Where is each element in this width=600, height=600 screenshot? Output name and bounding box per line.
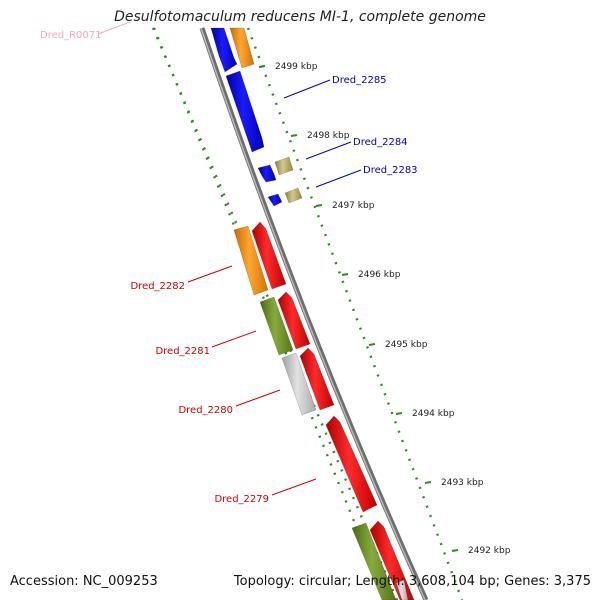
accession-text: Accession: NC_009253 <box>10 574 158 589</box>
gene-label-dred-2280[interactable]: Dred_2280 <box>178 405 233 416</box>
leader-line-dred-2279 <box>271 478 317 496</box>
gene-label-dred-2284[interactable]: Dred_2284 <box>353 137 408 148</box>
tick-label: 2492 kbp <box>468 546 511 556</box>
gene-arrow-dred-2284 <box>257 164 277 183</box>
leader-line-dred-2285 <box>283 79 331 99</box>
gene-arrow-dred-r0071-neighbor <box>210 27 238 73</box>
genome-summary-text: Topology: circular; Length: 3,608,104 bp… <box>233 574 591 589</box>
tick-label: 2497 kbp <box>332 201 375 211</box>
tick-label: 2494 kbp <box>412 409 455 419</box>
gene-label-dred-2279[interactable]: Dred_2279 <box>214 494 269 505</box>
tick-mark <box>258 65 266 68</box>
gene-label-dred-r0071[interactable]: Dred_R0071 <box>40 30 102 41</box>
gene-label-dred-2285[interactable]: Dred_2285 <box>332 75 387 86</box>
gene-arrow-orange-top <box>229 27 255 69</box>
map-title: Desulfotomaculum reducens MI-1, complete… <box>114 9 486 25</box>
gene-arrow-dred-2281 <box>259 296 294 356</box>
genome-backbone-highlight <box>200 27 426 600</box>
gene-arrow-dred-2283 <box>267 193 283 207</box>
outer-tick-ring <box>246 27 464 600</box>
gene-arrow-red-bottom <box>369 520 415 600</box>
tick-label: 2499 kbp <box>275 62 318 72</box>
genome-backbone <box>199 27 429 600</box>
tick-mark <box>451 549 459 552</box>
tick-mark <box>341 273 349 276</box>
tick-mark <box>395 412 403 415</box>
tick-label: 2495 kbp <box>385 340 428 350</box>
gene-arrow-dred-2279 <box>325 415 378 513</box>
gene-arrow-red-2 <box>277 291 311 350</box>
tick-mark <box>290 134 298 137</box>
leader-line-dred-2281 <box>211 330 257 348</box>
gene-label-dred-2283[interactable]: Dred_2283 <box>363 165 418 176</box>
gene-label-dred-2282[interactable]: Dred_2282 <box>130 281 185 292</box>
tick-mark <box>368 343 376 346</box>
gene-arrow-dred-2285 <box>225 70 265 153</box>
gene-arrow-khaki-2 <box>284 187 303 204</box>
gene-arrow-red-1 <box>251 221 287 290</box>
gene-arrow-khaki-1 <box>274 156 294 176</box>
gene-arrow-olive-bottom <box>351 522 397 600</box>
leader-line-dred-2284 <box>305 141 352 160</box>
leader-line-dred-2280 <box>235 389 281 407</box>
gene-label-dred-2281[interactable]: Dred_2281 <box>155 346 210 357</box>
gene-arrow-red-3 <box>299 347 335 411</box>
tick-label: 2496 kbp <box>358 270 401 280</box>
leader-line-dred-r0071 <box>97 21 131 35</box>
tick-label: 2498 kbp <box>307 131 350 141</box>
gene-arrow-gray-bottom <box>395 579 409 600</box>
leader-line-dred-2283 <box>315 169 362 188</box>
leader-line-dred-2282 <box>187 265 233 283</box>
gene-arrow-dred-2280 <box>281 352 317 416</box>
tick-mark <box>424 481 432 484</box>
gene-arrow-dred-2282 <box>233 225 269 296</box>
tick-mark <box>315 204 323 207</box>
tick-label: 2493 kbp <box>441 478 484 488</box>
